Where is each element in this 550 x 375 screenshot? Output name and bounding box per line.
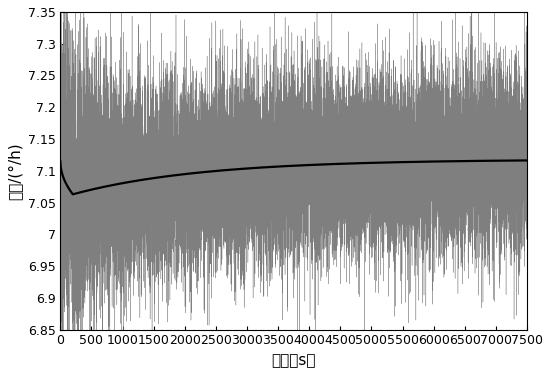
Y-axis label: 零偏/(°/h): 零偏/(°/h)	[7, 142, 22, 200]
X-axis label: 时间（s）: 时间（s）	[272, 353, 316, 368]
